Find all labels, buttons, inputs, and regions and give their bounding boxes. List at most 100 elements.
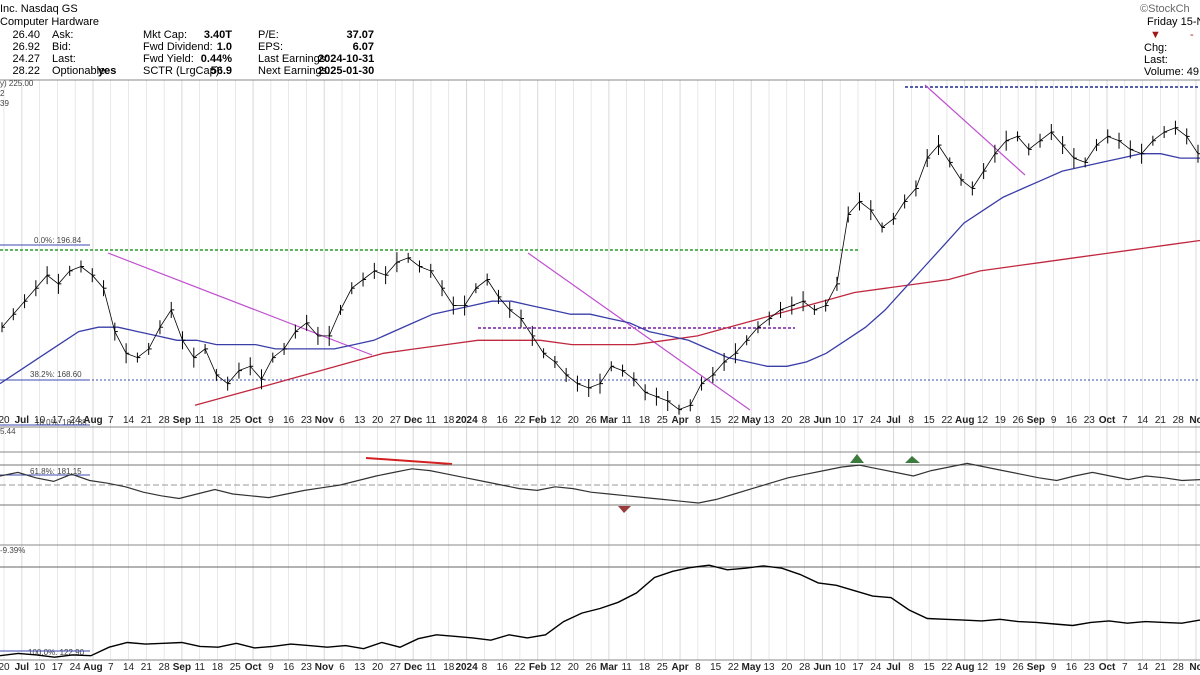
fund-value-1: 3.40T	[203, 29, 232, 41]
x-tick-label: 10	[835, 662, 847, 673]
series-group	[0, 120, 1200, 658]
x-tick-label: No	[1189, 662, 1200, 673]
ma-sub-2: 39	[0, 99, 9, 108]
price-line	[1, 127, 1199, 411]
x-tick-label: Aug	[83, 662, 102, 673]
brand-mark: ©StockCh	[1140, 3, 1190, 15]
x-tick-label: 11	[621, 415, 632, 426]
x-tick-label: 23	[1084, 415, 1096, 426]
x-tick-label: 18	[212, 415, 224, 426]
x-tick-label: 9	[268, 415, 274, 426]
x-tick-label: 13	[354, 662, 366, 673]
x-tick-label: 26	[586, 662, 598, 673]
volume-label: Volume: 49,0	[1144, 66, 1200, 78]
x-tick-label: 26	[1013, 662, 1025, 673]
x-tick-label: Feb	[529, 662, 547, 673]
quote-label-2: Bid:	[52, 41, 71, 53]
fund-label-1: Mkt Cap:	[143, 29, 188, 41]
x-tick-label: 14	[123, 662, 135, 673]
x-tick-label: 12	[977, 662, 989, 673]
x-tick-label: Jul	[15, 415, 30, 426]
x-tick-label: 25	[657, 662, 669, 673]
date-label: Friday 15-No	[1147, 16, 1200, 28]
earn-label-1: P/E:	[258, 29, 279, 41]
x-tick-label: 25	[230, 662, 242, 673]
earn-label-4: Next Earnings:	[258, 65, 331, 77]
x-tick-label: 8	[909, 662, 915, 673]
x-tick-label: 28	[159, 415, 171, 426]
x-tick-label: 22	[941, 662, 953, 673]
x-axis-bottom-ticks: 20 Jul 10 17 24 Aug 7 14 21 28 Sep 11 18 25 Oct 9 16 23 No…	[0, 662, 1200, 673]
fib-382-label: 38.2%: 168.60	[30, 370, 82, 379]
x-tick-label: 24	[70, 415, 82, 426]
sector-label: Computer Hardware	[0, 16, 100, 28]
x-tick-label: 20	[0, 662, 10, 673]
x-tick-label: 17	[852, 415, 864, 426]
x-tick-label: 26	[586, 415, 598, 426]
fund-value-3: 0.44%	[200, 53, 232, 65]
x-tick-label: 7	[1122, 415, 1128, 426]
x-tick-label: Mar	[600, 662, 618, 673]
overbought-fill-1	[850, 454, 864, 463]
quote-label-4: Optionable:	[52, 65, 109, 77]
x-tick-label: 19	[995, 415, 1007, 426]
x-tick-label: 21	[141, 415, 153, 426]
x-tick-label: 22	[728, 662, 740, 673]
x-tick-label: 28	[799, 415, 811, 426]
last-label: Last:	[1144, 54, 1168, 66]
grid-lines	[3, 80, 1197, 660]
x-tick-label: 6	[339, 662, 345, 673]
ma200-line	[194, 239, 1200, 406]
quote-value-3: 24.27	[12, 53, 40, 65]
x-tick-label: 16	[283, 662, 295, 673]
x-tick-label: May	[741, 415, 761, 426]
pane3-bottom-label: 100.0%: 122.90	[28, 648, 85, 657]
x-tick-label: 10	[34, 415, 46, 426]
rsi-mid-label: 61.8%: 181.15	[30, 467, 82, 476]
x-tick-label: 28	[159, 662, 171, 673]
x-tick-label: Dec	[404, 415, 423, 426]
x-tick-label: 14	[1137, 662, 1149, 673]
x-tick-label: 11	[195, 662, 206, 673]
rsi-top-label: 5.44	[0, 427, 16, 436]
x-tick-label: 11	[195, 415, 206, 426]
x-tick-label: Mar	[600, 415, 618, 426]
optionable-flag: yes	[98, 65, 117, 77]
x-tick-label: Sep	[1027, 662, 1045, 673]
x-tick-label: No	[1189, 415, 1200, 426]
earn-label-2: EPS:	[258, 41, 284, 53]
x-tick-label: 16	[283, 415, 295, 426]
x-tick-label: 13	[354, 415, 366, 426]
x-tick-label: 27	[390, 415, 402, 426]
x-tick-label: 13	[763, 415, 775, 426]
x-tick-label: 12	[550, 415, 562, 426]
x-tick-label: 17	[852, 662, 864, 673]
earn-label-3: Last Earnings:	[258, 53, 329, 65]
chg-label: Chg:	[1144, 42, 1168, 54]
x-tick-label: 20	[0, 415, 10, 426]
x-tick-label: 9	[268, 662, 274, 673]
quote-label-1: Ask:	[52, 29, 74, 41]
rsi-line	[0, 462, 1200, 504]
chart-header: Inc. Nasdaq GS ©StockCh Computer Hardwar…	[0, 0, 1200, 78]
earn-value-3: 2024-10-31	[318, 53, 375, 65]
x-tick-label: Jun	[813, 662, 831, 673]
fund-label-3: Fwd Yield:	[143, 53, 194, 65]
ma50-line	[0, 153, 1200, 385]
x-tick-label: Oct	[1099, 415, 1116, 426]
trendline-3	[924, 84, 1026, 176]
earn-value-2: 6.07	[352, 41, 374, 53]
x-tick-label: 15	[924, 662, 936, 673]
x-axis-top-ticks: 20 Jul 10 17 24 Aug 7 14 21 28 Sep 11 18 25 Oct 9 16 23 No…	[0, 415, 1200, 426]
x-tick-label: 10	[34, 662, 46, 673]
x-tick-label: Jul	[886, 662, 901, 673]
x-tick-label: 20	[781, 415, 793, 426]
ma-label: y) 225.00	[0, 79, 34, 88]
quote-value-4: 28.22	[12, 65, 40, 77]
x-tick-label: 10	[835, 415, 847, 426]
quote-value-2: 26.92	[12, 41, 40, 53]
x-tick-label: 26	[1013, 415, 1025, 426]
x-tick-label: Apr	[671, 415, 688, 426]
x-tick-label: 8	[482, 415, 488, 426]
x-tick-label: 23	[301, 415, 313, 426]
